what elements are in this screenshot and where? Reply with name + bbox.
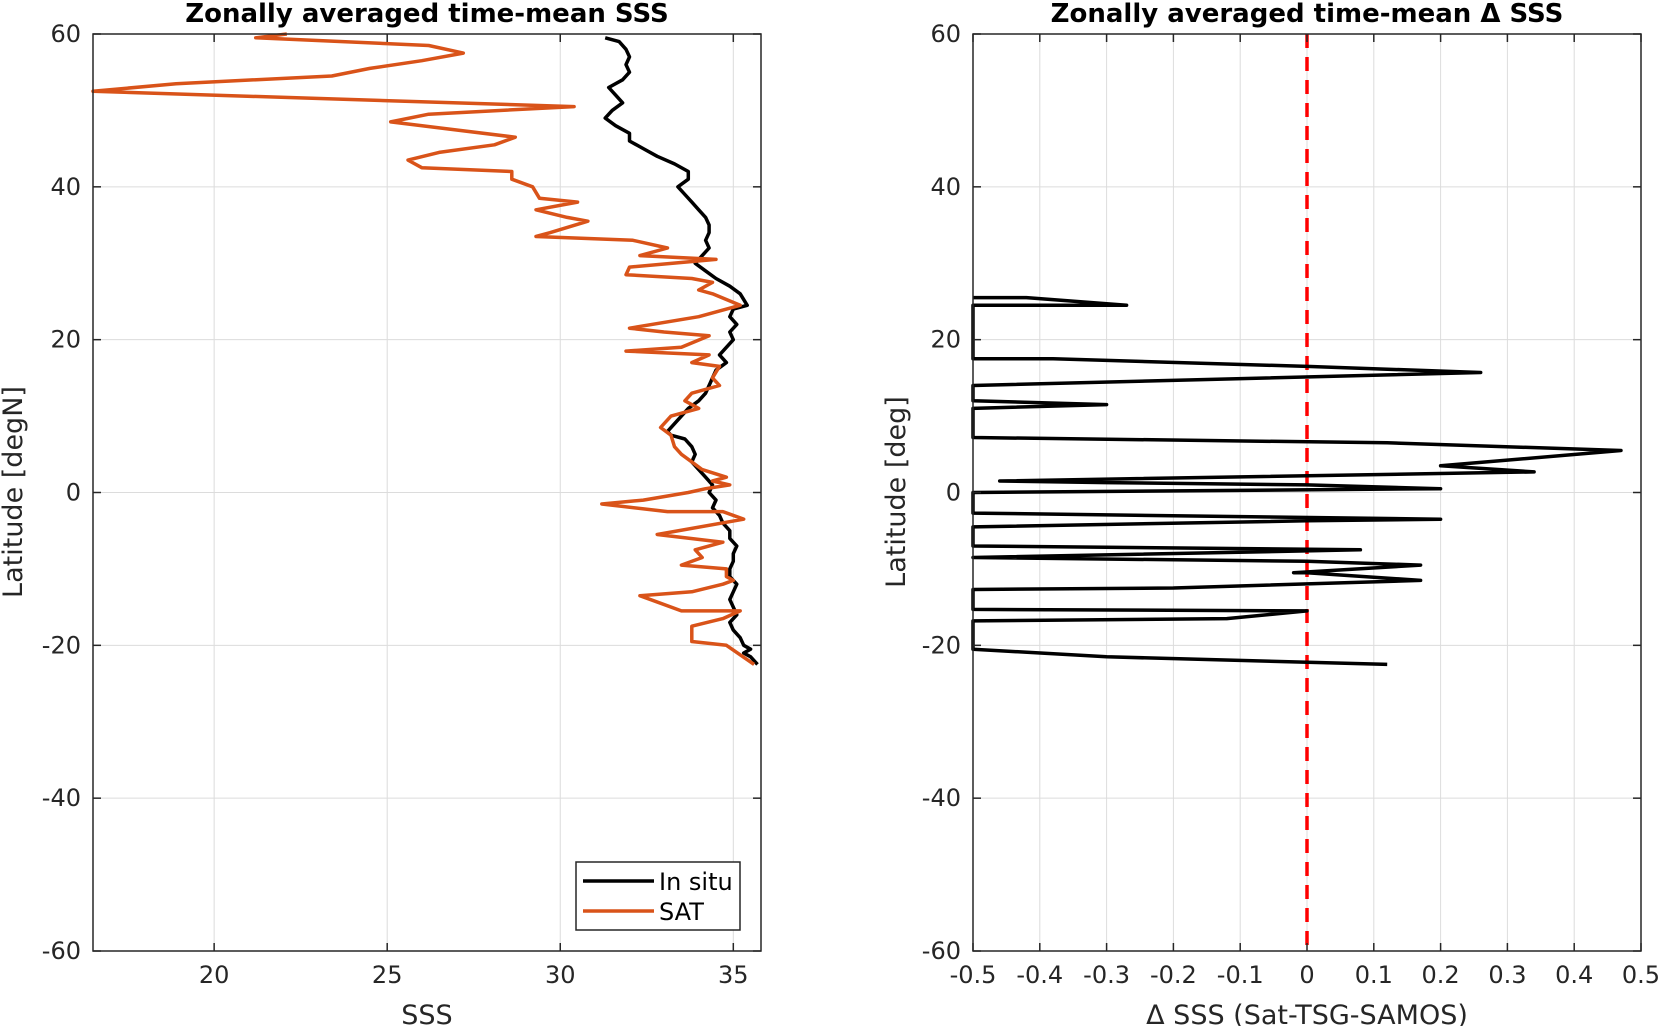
- left-y-axis-label: Latitude [degN]: [0, 386, 29, 598]
- right-y-tick-label: -40: [922, 784, 961, 812]
- left-y-tick-label: 40: [50, 173, 81, 201]
- right-chart-title: Zonally averaged time-mean Δ SSS: [1051, 0, 1564, 29]
- left-x-tick-label: 25: [372, 961, 403, 989]
- left-series-group: [91, 32, 759, 666]
- right-x-tick-label: -0.4: [1016, 961, 1063, 989]
- right-x-tick-label: -0.1: [1217, 961, 1264, 989]
- left-y-tick-label: 60: [50, 20, 81, 48]
- right-y-tick-label: 60: [930, 20, 961, 48]
- left-y-tick-label: 0: [66, 479, 81, 507]
- left-ticks: 20 25 30 35 -60 -40 -20 0 20 40 60: [42, 20, 761, 989]
- right-ticks: -0.5 -0.4 -0.3 -0.2 -0.1 0 0.1 0.2 0.3 0.4 0.5 -60 -…: [922, 20, 1660, 989]
- right-y-tick-label: 20: [930, 326, 961, 354]
- right-y-tick-label: -20: [922, 631, 961, 659]
- left-chart-title: Zonally averaged time-mean SSS: [185, 0, 669, 29]
- left-y-tick-label: -40: [42, 784, 81, 812]
- right-panel: -0.5 -0.4 -0.3 -0.2 -0.1 0 0.1 0.2 0.3 0.4 0.5 -60 -…: [881, 0, 1660, 1026]
- left-panel: 20 25 30 35 -60 -40 -20 0 20 40 60 Zonally average…: [0, 0, 762, 1026]
- left-y-tick-label: -60: [42, 937, 81, 965]
- series-line-sat: [91, 32, 756, 666]
- legend-label-in-situ: In situ: [659, 868, 733, 896]
- right-x-tick-label: 0: [1299, 961, 1314, 989]
- left-x-tick-label: 35: [718, 961, 749, 989]
- left-x-tick-label: 30: [545, 961, 576, 989]
- right-x-tick-label: 0.5: [1622, 961, 1660, 989]
- right-x-tick-label: -0.2: [1150, 961, 1197, 989]
- right-y-tick-label: 0: [946, 479, 961, 507]
- legend-label-sat: SAT: [659, 898, 704, 926]
- right-x-tick-label: 0.2: [1422, 961, 1460, 989]
- right-y-tick-label: 40: [930, 173, 961, 201]
- left-y-tick-label: 20: [50, 326, 81, 354]
- right-x-tick-label: 0.3: [1488, 961, 1526, 989]
- left-y-tick-label: -20: [42, 631, 81, 659]
- left-x-axis-label: SSS: [401, 1000, 452, 1026]
- right-x-axis-label: Δ SSS (Sat-TSG-SAMOS): [1146, 1000, 1468, 1026]
- right-x-tick-label: 0.1: [1355, 961, 1393, 989]
- right-y-tick-label: -60: [922, 937, 961, 965]
- left-x-tick-label: 20: [199, 961, 230, 989]
- right-y-axis-label: Latitude [deg]: [881, 396, 912, 588]
- right-x-tick-label: -0.3: [1083, 961, 1130, 989]
- right-x-tick-label: -0.5: [950, 961, 997, 989]
- series-line-in-situ: [603, 36, 759, 666]
- right-x-tick-label: 0.4: [1555, 961, 1593, 989]
- legend-box: [575, 861, 741, 931]
- legend: In situ SAT: [575, 861, 741, 931]
